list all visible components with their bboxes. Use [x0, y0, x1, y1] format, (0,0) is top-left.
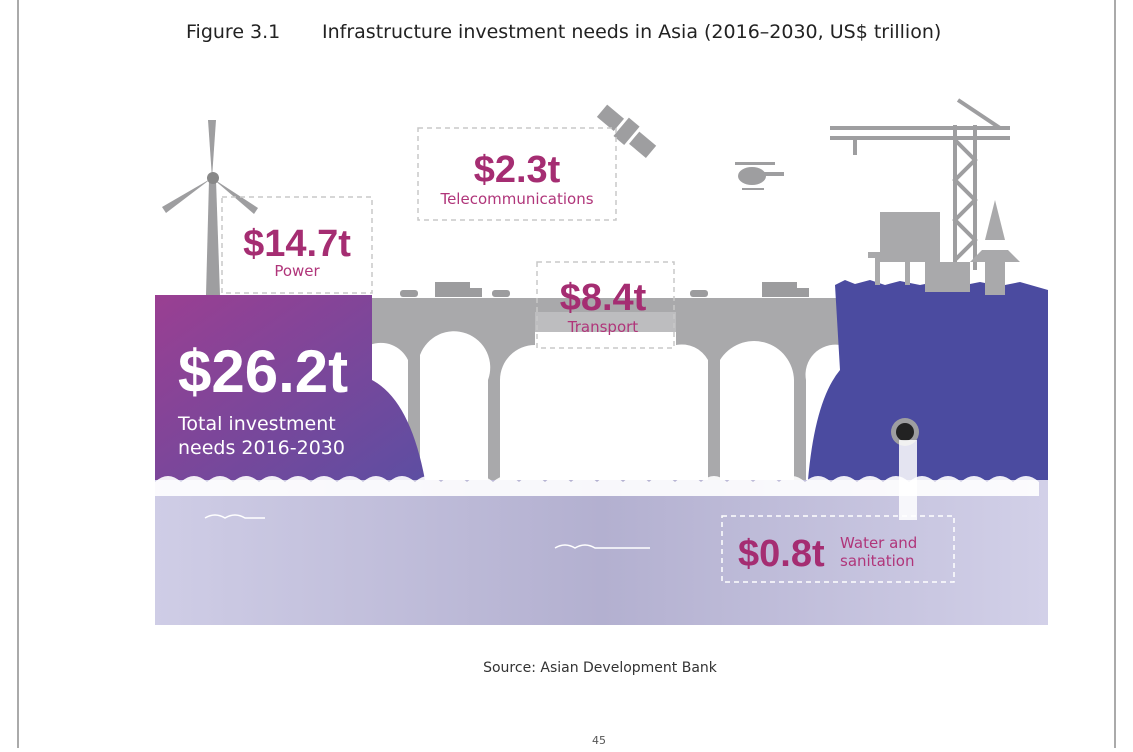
illustration: $14.7t Power $2.3t Telecommunications $8…: [155, 100, 1048, 625]
total-label-line: Total investment: [177, 413, 336, 435]
power-label: Power: [274, 262, 320, 280]
satellite: [594, 102, 658, 162]
total-label-line: needs 2016-2030: [178, 437, 345, 459]
page-number: 45: [592, 734, 606, 747]
pipe-opening: [896, 423, 914, 441]
helicopter: [735, 162, 784, 190]
page: {"header": {"figure": "Figure 3.1", "tit…: [0, 0, 1133, 748]
telecom-label: Telecommunications: [439, 190, 593, 208]
page-canvas: Figure 3.1 Infrastructure investment nee…: [0, 0, 1133, 748]
wind-turbine: [162, 120, 258, 295]
transport-label: Transport: [567, 318, 639, 336]
source: Source: Asian Development Bank: [483, 660, 718, 676]
figure-title: Infrastructure investment needs in Asia …: [322, 21, 941, 43]
telecom-amount: $2.3t: [474, 149, 561, 191]
total-amount: $26.2t: [178, 338, 348, 405]
water-label-line: Water and: [840, 534, 917, 552]
buildings: [868, 200, 1020, 295]
transport-amount: $8.4t: [560, 277, 647, 319]
water-label-line: sanitation: [840, 552, 915, 570]
water-amount: $0.8t: [738, 533, 825, 575]
water-flow: [899, 440, 917, 520]
power-amount: $14.7t: [243, 223, 351, 265]
land-right: [808, 280, 1048, 480]
figure-number: Figure 3.1: [186, 21, 280, 43]
